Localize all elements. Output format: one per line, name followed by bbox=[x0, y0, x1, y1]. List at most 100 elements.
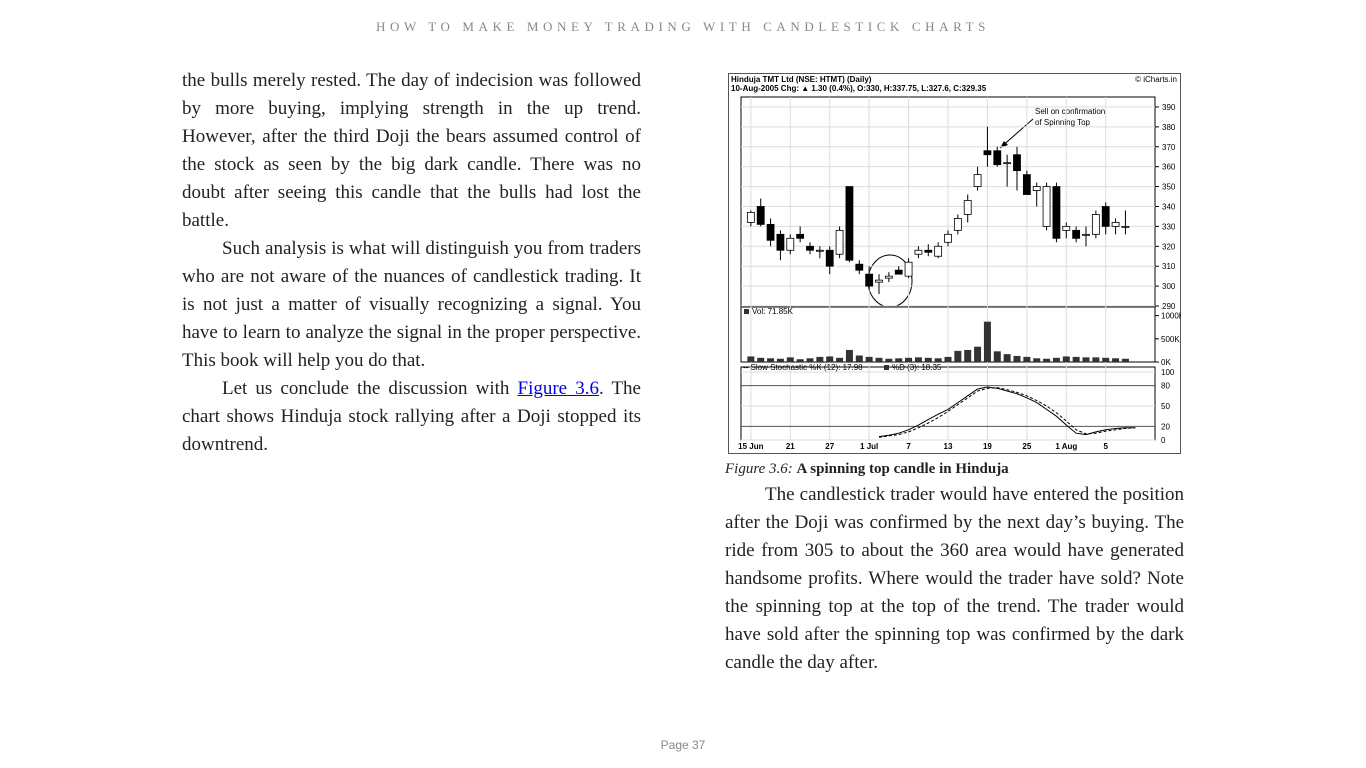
y-tick-label: 370 bbox=[1162, 143, 1176, 152]
legend-swatch bbox=[884, 365, 889, 370]
y-tick-label: 380 bbox=[1162, 123, 1176, 132]
volume-bar bbox=[954, 350, 962, 362]
y-tick-label: 0 bbox=[1161, 436, 1166, 445]
y-tick-label: 310 bbox=[1162, 262, 1176, 271]
volume-bar bbox=[826, 356, 834, 362]
book-title: HOW TO MAKE MONEY TRADING WITH CANDLESTI… bbox=[375, 19, 991, 34]
volume-bar bbox=[865, 356, 873, 362]
candle-body bbox=[806, 245, 814, 251]
candle-body bbox=[835, 229, 844, 255]
volume-bar bbox=[1033, 358, 1041, 362]
y-tick-label: 0K bbox=[1161, 358, 1171, 367]
volume-bar bbox=[767, 358, 775, 362]
candle-body bbox=[1042, 186, 1051, 227]
x-tick-label: 25 bbox=[1022, 442, 1031, 451]
y-tick-label: 350 bbox=[1162, 183, 1176, 192]
x-tick-label: 21 bbox=[786, 442, 795, 451]
candle-body bbox=[815, 249, 824, 252]
candle-body bbox=[845, 186, 854, 261]
volume-bar bbox=[1043, 358, 1051, 362]
candle-body bbox=[1052, 186, 1061, 239]
paragraph: the bulls merely rested. The day of inde… bbox=[182, 70, 641, 231]
volume-bar bbox=[786, 357, 794, 362]
page-number: Page 37 bbox=[660, 738, 706, 752]
candle-body bbox=[1032, 186, 1041, 191]
volume-bar bbox=[964, 349, 972, 362]
candle-body bbox=[1082, 233, 1090, 236]
volume-bar bbox=[747, 356, 755, 362]
chart-subtitle: 10-Aug-2005 Chg: ▲ 1.30 (0.4%), O:330, H… bbox=[731, 84, 987, 93]
candle-body bbox=[1101, 206, 1110, 227]
volume-bar bbox=[905, 357, 913, 362]
volume-bar bbox=[934, 358, 942, 362]
volume-bar bbox=[974, 346, 982, 362]
volume-bar bbox=[895, 358, 903, 362]
volume-bar bbox=[1013, 355, 1021, 362]
candle-body bbox=[1072, 229, 1081, 239]
volume-bar bbox=[983, 321, 991, 362]
candle-body bbox=[993, 150, 1002, 166]
x-tick-label: 1 Jul bbox=[860, 442, 878, 451]
candle-body bbox=[914, 249, 923, 255]
legend-swatch bbox=[744, 309, 749, 314]
figure-chart: Hinduja TMT Ltd (NSE: HTMT) (Daily) © iC… bbox=[728, 73, 1181, 454]
volume-bar bbox=[1072, 356, 1080, 362]
chart-title: Hinduja TMT Ltd (NSE: HTMT) (Daily) bbox=[731, 75, 872, 84]
x-tick-label: 7 bbox=[906, 442, 911, 451]
volume-bar bbox=[944, 356, 952, 362]
candle-body bbox=[963, 200, 972, 215]
candle-body bbox=[1003, 162, 1012, 165]
candle-body bbox=[934, 245, 943, 257]
x-tick-label: 15 Jun bbox=[738, 442, 763, 451]
stoch-k-line bbox=[878, 386, 1136, 438]
paragraph: Such analysis is what will distinguish y… bbox=[182, 238, 641, 371]
candle-body bbox=[796, 233, 805, 239]
volume-bar bbox=[885, 358, 893, 362]
candle-body bbox=[875, 279, 883, 283]
candle-body bbox=[884, 275, 893, 279]
caption-text: A spinning top candle in Hinduja bbox=[796, 461, 1009, 477]
volume-bar bbox=[993, 351, 1001, 362]
stoch-k-label: -- Slow Stochastic %K (12): 17.98 bbox=[743, 363, 863, 372]
x-tick-label: 13 bbox=[944, 442, 953, 451]
volume-bar bbox=[1003, 354, 1011, 362]
y-tick-label: 290 bbox=[1162, 302, 1176, 311]
y-tick-label: 20 bbox=[1161, 422, 1170, 431]
candle-body bbox=[973, 174, 982, 187]
right-column: The candlestick trader would have entere… bbox=[725, 481, 1184, 677]
volume-bar bbox=[836, 357, 844, 362]
stoch-d-label: %D (3): 18.35 bbox=[892, 363, 942, 372]
candle-body bbox=[786, 237, 795, 251]
candle-body bbox=[1013, 154, 1021, 172]
candle-body bbox=[776, 233, 785, 251]
volume-label: Vol: 71.85K bbox=[752, 307, 794, 316]
figure-link[interactable]: Figure 3.6 bbox=[517, 378, 599, 399]
candle-body bbox=[983, 150, 992, 156]
candle-body bbox=[953, 218, 962, 231]
volume-bar bbox=[855, 355, 863, 362]
candle-body bbox=[1091, 214, 1100, 235]
x-tick-label: 5 bbox=[1103, 442, 1108, 451]
volume-bar bbox=[1062, 356, 1070, 362]
annotation-text: Sell on confirmation bbox=[1035, 107, 1105, 116]
volume-bar bbox=[875, 357, 883, 362]
volume-bar bbox=[796, 359, 804, 362]
candle-body bbox=[944, 233, 952, 243]
left-column: the bulls merely rested. The day of inde… bbox=[182, 67, 641, 459]
candle-body bbox=[865, 273, 874, 287]
annotation: Sell on confirmation of Spinning Top bbox=[1035, 107, 1108, 127]
paragraph: The candlestick trader would have entere… bbox=[725, 484, 1184, 673]
figure-label: Figure 3.6: bbox=[725, 461, 793, 477]
volume-bar bbox=[1121, 358, 1129, 362]
y-tick-label: 330 bbox=[1162, 222, 1176, 231]
y-tick-label: 360 bbox=[1162, 163, 1176, 172]
chart-source: © iCharts.in bbox=[1135, 75, 1177, 84]
x-tick-label: 1 Aug bbox=[1055, 442, 1077, 451]
y-tick-label: 500K bbox=[1161, 335, 1180, 344]
text: . The chart shows Hinduja stock rallying… bbox=[182, 378, 641, 455]
candle-body bbox=[1062, 225, 1071, 231]
candle-body bbox=[1121, 225, 1130, 228]
text: Let us conclude the discussion with bbox=[222, 378, 518, 399]
volume-bar bbox=[1023, 356, 1031, 362]
